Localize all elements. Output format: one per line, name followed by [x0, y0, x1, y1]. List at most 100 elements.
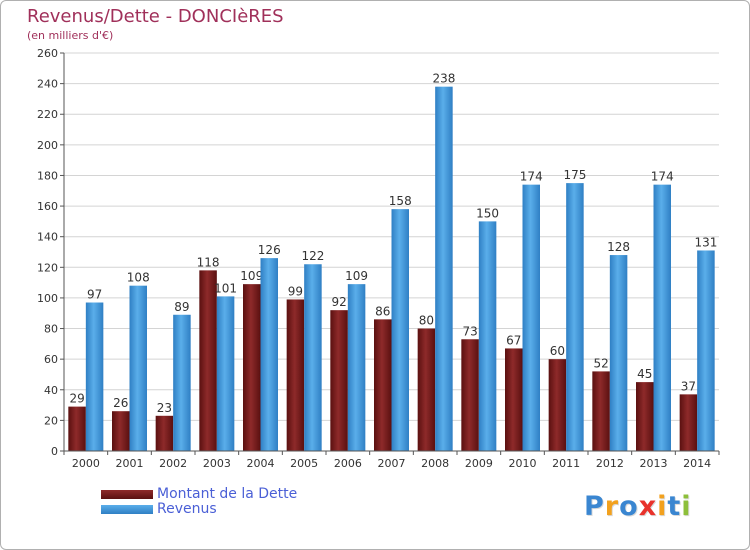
bar-revenus [435, 86, 453, 451]
bar-debt [548, 359, 567, 451]
y-tick-label: 0 [51, 445, 58, 458]
data-label-debt: 118 [197, 255, 220, 269]
data-label-revenus: 101 [214, 281, 237, 295]
data-label-debt: 86 [375, 304, 390, 318]
chart-subtitle: (en milliers d'€) [27, 29, 114, 42]
data-label-debt: 29 [69, 392, 84, 406]
data-label-revenus: 97 [87, 288, 102, 302]
data-label-debt: 109 [240, 269, 263, 283]
x-tick-label: 2006 [334, 457, 362, 470]
legend-swatch-debt [101, 490, 153, 499]
y-tick-label: 180 [37, 169, 58, 182]
x-tick-label: 2013 [640, 457, 668, 470]
data-label-debt: 52 [593, 356, 608, 370]
data-label-debt: 45 [637, 367, 652, 381]
y-tick-label: 200 [37, 139, 58, 152]
data-label-debt: 37 [681, 379, 696, 393]
data-label-debt: 92 [331, 295, 346, 309]
proxiti-logo: Proxiti [584, 491, 692, 522]
y-tick-label: 80 [44, 323, 58, 336]
data-label-debt: 73 [462, 324, 477, 338]
bar-revenus [697, 250, 715, 451]
data-label-revenus: 238 [432, 72, 455, 86]
bar-debt [636, 382, 654, 451]
x-tick-label: 2000 [72, 457, 100, 470]
bar-revenus [85, 302, 104, 451]
x-tick-label: 2003 [203, 457, 231, 470]
data-label-debt: 67 [506, 333, 521, 347]
y-tick-label: 20 [44, 414, 58, 427]
data-label-revenus: 174 [520, 170, 543, 184]
bar-revenus [347, 284, 366, 451]
bar-revenus [173, 314, 191, 451]
bar-debt [592, 371, 610, 451]
bar-debt [461, 339, 479, 451]
chart-legend: Montant de la Dette Revenus [101, 487, 297, 517]
bar-revenus [609, 255, 628, 451]
bar-debt [286, 299, 305, 451]
y-tick-label: 40 [44, 384, 58, 397]
legend-item-revenus: Revenus [101, 502, 297, 517]
legend-label-revenus: Revenus [157, 501, 217, 517]
bar-revenus [478, 221, 497, 451]
bar-revenus [522, 184, 540, 451]
bar-debt [199, 270, 217, 451]
bar-debt [112, 411, 130, 451]
y-tick-label: 60 [44, 353, 58, 366]
data-label-revenus: 158 [389, 194, 412, 208]
data-label-debt: 99 [288, 284, 303, 298]
x-tick-label: 2012 [596, 457, 624, 470]
x-tick-label: 2014 [683, 457, 711, 470]
y-tick-label: 160 [37, 200, 58, 213]
data-label-revenus: 109 [345, 269, 368, 283]
x-tick-label: 2007 [378, 457, 406, 470]
bar-debt [155, 415, 174, 451]
x-tick-label: 2001 [116, 457, 144, 470]
bar-debt [679, 394, 698, 451]
legend-item-debt: Montant de la Dette [101, 487, 297, 502]
bar-revenus [566, 183, 584, 451]
bar-debt [505, 348, 523, 451]
y-tick-label: 240 [37, 78, 58, 91]
y-tick-label: 140 [37, 231, 58, 244]
x-tick-label: 2008 [421, 457, 449, 470]
data-label-debt: 23 [157, 401, 172, 415]
x-tick-label: 2005 [290, 457, 318, 470]
bar-revenus [129, 285, 147, 451]
bar-revenus [391, 209, 409, 451]
chart-title: Revenus/Dette - DONCIèRES [27, 6, 284, 27]
y-tick-label: 120 [37, 261, 58, 274]
data-label-revenus: 122 [301, 249, 324, 263]
data-label-revenus: 108 [127, 271, 150, 285]
bar-revenus [653, 184, 671, 451]
legend-label-debt: Montant de la Dette [157, 486, 298, 502]
data-label-revenus: 131 [694, 235, 717, 249]
bar-revenus [260, 258, 278, 451]
legend-swatch-revenus [101, 505, 153, 514]
bar-debt [417, 328, 436, 451]
y-tick-label: 100 [37, 292, 58, 305]
x-tick-label: 2011 [552, 457, 580, 470]
bar-debt [243, 284, 261, 451]
x-tick-label: 2010 [509, 457, 537, 470]
y-tick-label: 260 [37, 47, 58, 60]
data-label-revenus: 89 [174, 300, 189, 314]
bar-revenus [216, 296, 235, 451]
data-label-revenus: 128 [607, 240, 630, 254]
data-label-revenus: 174 [651, 170, 674, 184]
x-tick-label: 2004 [247, 457, 275, 470]
x-tick-label: 2009 [465, 457, 493, 470]
data-label-revenus: 175 [563, 168, 586, 182]
x-tick-label: 2002 [159, 457, 187, 470]
y-tick-label: 220 [37, 108, 58, 121]
bar-debt [68, 406, 86, 451]
data-label-debt: 26 [113, 396, 128, 410]
bar-debt [330, 310, 348, 451]
data-label-revenus: 126 [258, 243, 281, 257]
bar-debt [374, 319, 392, 451]
data-label-debt: 80 [419, 314, 434, 328]
bar-revenus [304, 264, 322, 451]
data-label-debt: 60 [550, 344, 565, 358]
